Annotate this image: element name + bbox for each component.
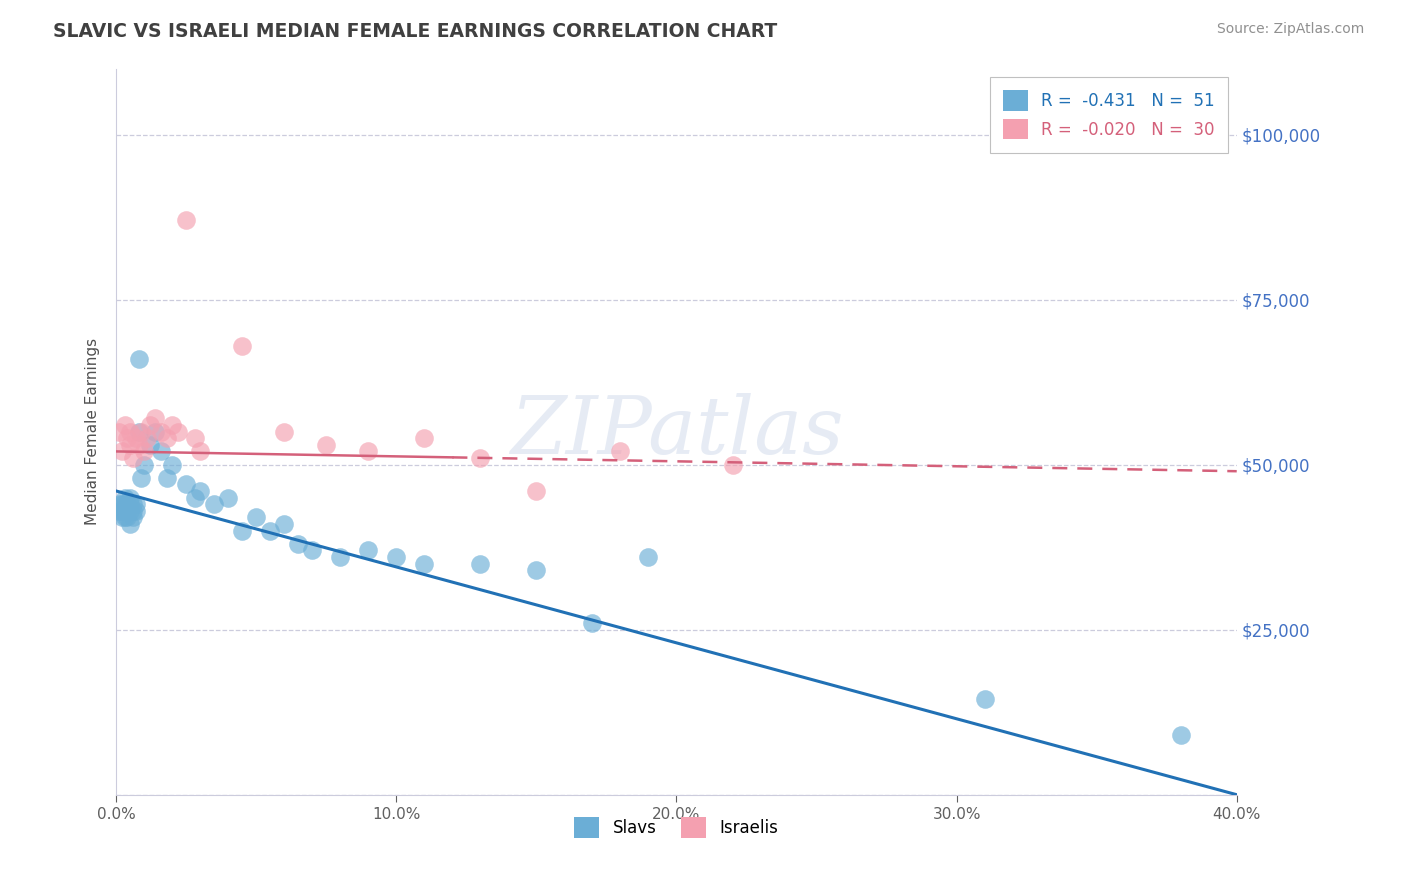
Point: [273, 516, 295, 531]
Point: [139, 417, 162, 432]
Point: [122, 450, 145, 465]
Text: Source: ZipAtlas.com: Source: ZipAtlas.com: [1216, 22, 1364, 37]
Point: [167, 425, 190, 439]
Point: [637, 549, 659, 564]
Point: [120, 504, 142, 518]
Point: [1170, 728, 1192, 742]
Point: [131, 425, 153, 439]
Point: [131, 471, 153, 485]
Text: ZIPatlas: ZIPatlas: [510, 392, 844, 470]
Point: [125, 431, 148, 445]
Point: [122, 497, 145, 511]
Point: [122, 504, 145, 518]
Point: [162, 458, 184, 472]
Point: [125, 497, 148, 511]
Point: [156, 471, 179, 485]
Point: [111, 510, 134, 524]
Point: [470, 557, 492, 571]
Point: [120, 491, 142, 505]
Point: [128, 351, 150, 366]
Point: [413, 431, 436, 445]
Point: [120, 497, 142, 511]
Point: [108, 425, 131, 439]
Point: [357, 444, 380, 458]
Point: [111, 497, 134, 511]
Point: [117, 504, 139, 518]
Legend: Slavs, Israelis: Slavs, Israelis: [568, 811, 786, 845]
Point: [150, 425, 173, 439]
Point: [108, 497, 131, 511]
Point: [122, 510, 145, 524]
Point: [470, 450, 492, 465]
Point: [114, 504, 136, 518]
Point: [114, 491, 136, 505]
Point: [114, 417, 136, 432]
Point: [188, 483, 211, 498]
Point: [385, 549, 408, 564]
Point: [117, 431, 139, 445]
Point: [120, 438, 142, 452]
Point: [108, 504, 131, 518]
Point: [117, 510, 139, 524]
Point: [120, 425, 142, 439]
Point: [128, 438, 150, 452]
Point: [117, 497, 139, 511]
Point: [329, 549, 352, 564]
Point: [114, 510, 136, 524]
Point: [287, 537, 309, 551]
Point: [114, 497, 136, 511]
Point: [217, 491, 239, 505]
Point: [176, 477, 198, 491]
Point: [150, 444, 173, 458]
Point: [526, 483, 548, 498]
Point: [315, 438, 337, 452]
Point: [231, 524, 253, 538]
Point: [973, 692, 995, 706]
Point: [357, 543, 380, 558]
Point: [162, 417, 184, 432]
Point: [581, 616, 603, 631]
Point: [120, 516, 142, 531]
Point: [134, 458, 156, 472]
Y-axis label: Median Female Earnings: Median Female Earnings: [86, 338, 100, 525]
Point: [188, 444, 211, 458]
Point: [145, 425, 167, 439]
Point: [721, 458, 744, 472]
Point: [526, 563, 548, 577]
Point: [111, 504, 134, 518]
Point: [183, 431, 205, 445]
Text: SLAVIC VS ISRAELI MEDIAN FEMALE EARNINGS CORRELATION CHART: SLAVIC VS ISRAELI MEDIAN FEMALE EARNINGS…: [53, 22, 778, 41]
Point: [259, 524, 281, 538]
Point: [202, 497, 225, 511]
Point: [413, 557, 436, 571]
Point: [125, 504, 148, 518]
Point: [156, 431, 179, 445]
Point: [273, 425, 295, 439]
Point: [183, 491, 205, 505]
Point: [301, 543, 323, 558]
Point: [145, 411, 167, 425]
Point: [139, 438, 162, 452]
Point: [128, 425, 150, 439]
Point: [231, 339, 253, 353]
Point: [111, 444, 134, 458]
Point: [176, 213, 198, 227]
Point: [245, 510, 267, 524]
Point: [609, 444, 631, 458]
Point: [134, 444, 156, 458]
Point: [136, 431, 159, 445]
